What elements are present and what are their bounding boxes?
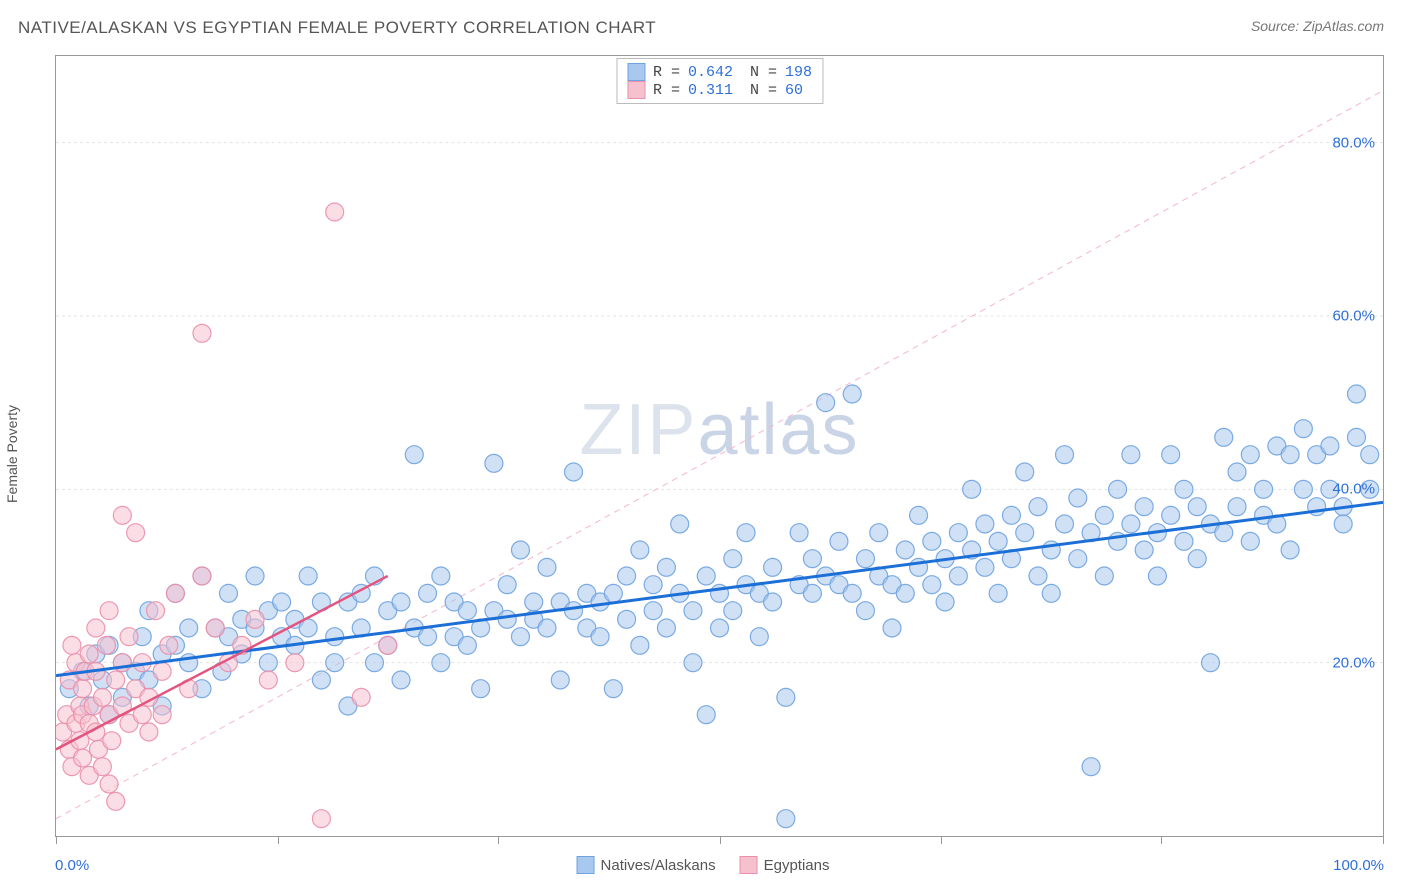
legend-swatch	[577, 856, 595, 874]
x-tick	[278, 836, 279, 844]
y-tick-label: 20.0%	[1332, 654, 1375, 671]
x-tick	[498, 836, 499, 844]
source-value: ZipAtlas.com	[1303, 18, 1384, 34]
plot-area: ZIPatlas R = 0.642 N = 198 R = 0.311 N =…	[55, 55, 1384, 837]
series-legend-item: Egyptians	[740, 856, 830, 874]
y-tick-label: 40.0%	[1332, 481, 1375, 498]
source-attribution: Source: ZipAtlas.com	[1251, 18, 1384, 34]
correlation-legend: R = 0.642 N = 198 R = 0.311 N = 60	[616, 58, 823, 104]
chart-container: NATIVE/ALASKAN VS EGYPTIAN FEMALE POVERT…	[0, 0, 1406, 892]
x-tick	[1383, 836, 1384, 844]
y-axis-label: Female Poverty	[4, 405, 20, 503]
scatter-plot-svg	[56, 56, 1383, 836]
correlation-legend-row: R = 0.642 N = 198	[627, 63, 812, 81]
x-tick-label: 100.0%	[1333, 857, 1384, 874]
chart-title: NATIVE/ALASKAN VS EGYPTIAN FEMALE POVERT…	[18, 18, 656, 38]
x-tick-label: 0.0%	[55, 857, 89, 874]
y-tick-label: 80.0%	[1332, 134, 1375, 151]
x-tick	[1161, 836, 1162, 844]
source-label: Source:	[1251, 18, 1299, 34]
series-legend: Natives/Alaskans Egyptians	[577, 856, 830, 874]
series-legend-item: Natives/Alaskans	[577, 856, 716, 874]
correlation-legend-row: R = 0.311 N = 60	[627, 81, 812, 99]
x-tick	[941, 836, 942, 844]
y-tick-label: 60.0%	[1332, 307, 1375, 324]
x-tick	[56, 836, 57, 844]
legend-swatch	[740, 856, 758, 874]
x-tick	[720, 836, 721, 844]
legend-swatch	[627, 81, 645, 99]
legend-swatch	[627, 63, 645, 81]
